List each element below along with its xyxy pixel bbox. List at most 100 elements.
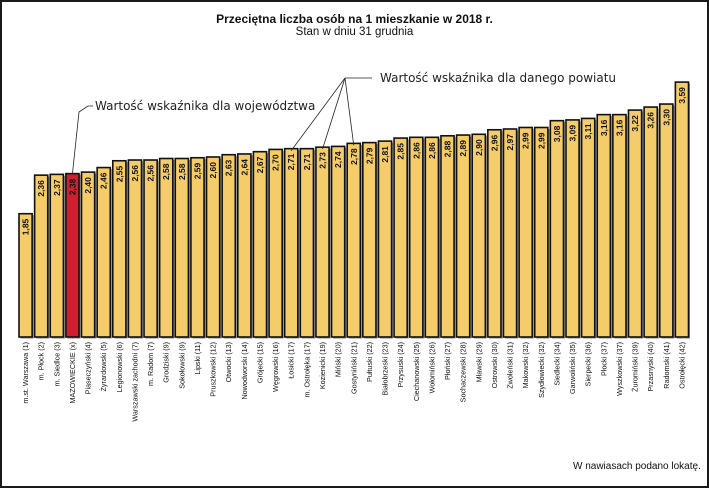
bar (549, 119, 565, 338)
category-label: Płocki (37) (599, 342, 608, 376)
bar-value-label: 2,99 (536, 132, 546, 149)
bar-value-label: 2,89 (458, 140, 468, 157)
bar (658, 103, 674, 338)
category-label: Ostrowski (30) (490, 342, 499, 388)
category-label: Gostyniński (21) (349, 342, 358, 394)
category-label: Makowski (32) (521, 342, 530, 388)
annotation-leader-county (290, 77, 346, 151)
annotation-voivodeship: Wartość wskaźnika dla województwa (95, 99, 315, 113)
category-label: Żuromiński (39) (631, 342, 640, 392)
bar-value-label: 2,90 (474, 139, 484, 156)
bar-value-label: 2,46 (99, 172, 109, 189)
bar-value-label: 3,11 (583, 123, 593, 139)
bar-value-label: 2,86 (411, 142, 421, 159)
bar-value-label: 2,60 (208, 162, 218, 179)
category-label: Sierpecki (36) (584, 342, 593, 386)
bar (580, 117, 596, 338)
bar-value-label: 2,97 (505, 134, 515, 151)
category-label: Lipski (11) (193, 342, 202, 375)
category-label: MAZOWIECKIE (x) (68, 342, 77, 404)
category-label: Wołomiński (26) (427, 342, 436, 393)
bar-value-label: 2,74 (333, 151, 343, 168)
category-label: Radomski (41) (662, 342, 671, 389)
bar (612, 113, 627, 338)
bar-value-label: 2,55 (114, 165, 124, 182)
bar (268, 148, 283, 338)
chart-title: Przeciętna liczba osób na 1 mieszkanie w… (216, 12, 493, 26)
annotation-leader-county (344, 77, 355, 146)
bar-value-label: 2,71 (302, 153, 312, 170)
bar-value-label: 3,16 (599, 119, 609, 136)
bar (440, 135, 455, 338)
bar-value-label: 3,30 (661, 109, 671, 126)
category-label: Szydłowiecki (32) (537, 342, 546, 398)
bar (408, 136, 424, 338)
bar (33, 174, 49, 338)
category-label: Pułtuski (22) (365, 342, 374, 382)
category-label: Miński (20) (334, 342, 343, 377)
bar-value-label: 2,63 (224, 159, 234, 176)
category-label: Garwoliński (35) (568, 342, 577, 394)
category-label: Legionowski (6) (115, 342, 124, 392)
category-label: Przasnyski (40) (646, 342, 655, 392)
bar-value-label: 2,56 (146, 165, 156, 182)
bar-value-label: 2,99 (521, 132, 531, 149)
bar (174, 157, 190, 338)
bar-value-label: 3,16 (614, 119, 624, 136)
bar (315, 146, 330, 338)
bar (487, 128, 502, 338)
bar-value-label: 2,38 (67, 178, 77, 195)
bar (518, 126, 534, 338)
category-label: Kozienicki (19) (318, 342, 327, 389)
bar (111, 159, 127, 338)
bar (643, 106, 659, 338)
bar (236, 153, 252, 338)
bar-value-label: 2,71 (286, 153, 296, 170)
bar (533, 126, 549, 338)
bar (190, 156, 205, 338)
category-label: m. Płock (2) (37, 342, 46, 380)
bar (143, 159, 158, 338)
category-label: Zwoleński (31) (506, 342, 515, 389)
bar (49, 173, 65, 338)
bar-value-label: 2,85 (396, 143, 406, 160)
bar-value-label: 2,64 (239, 159, 249, 176)
annotation-county: Wartość wskaźnika dla danego powiatu (380, 71, 616, 85)
bar (377, 140, 393, 338)
bar (221, 153, 237, 338)
category-label: Żyrardowski (5) (99, 342, 108, 392)
bar-value-label: 3,22 (630, 115, 640, 132)
annotation-leader-voivodeship (72, 105, 93, 174)
bar (471, 133, 487, 338)
bar-value-label: 2,36 (36, 180, 46, 197)
category-label: Wyszkowski (37) (615, 342, 624, 396)
category-label: Otwocki (13) (224, 342, 233, 382)
category-label: Grodziski (9) (162, 342, 171, 383)
category-label: Piaseczyński (4) (84, 342, 93, 394)
annotation-leader-county (322, 77, 346, 150)
bar-value-label: 2,86 (427, 142, 437, 159)
bar (158, 157, 174, 338)
bar-value-label: 3,08 (552, 125, 562, 142)
bar (565, 119, 580, 338)
category-label: m. Radom (7) (146, 342, 155, 386)
category-label: m. Ostrołęka (17) (302, 342, 311, 398)
category-label: Grójecki (15) (255, 342, 264, 383)
bar-value-label: 2,40 (83, 177, 93, 194)
bar-value-label: 2,88 (443, 141, 453, 158)
bar (455, 134, 471, 338)
bar-value-label: 2,96 (489, 134, 499, 151)
category-label: Przysuski (24) (396, 342, 405, 388)
category-label: Siedlecki (34) (552, 342, 561, 386)
bar-value-label: 3,26 (646, 112, 656, 129)
category-label: Ciechanowski (25) (412, 342, 421, 401)
bar (502, 128, 518, 338)
bar (252, 150, 268, 338)
bar (205, 156, 221, 338)
bar (96, 166, 112, 338)
bar (627, 109, 643, 338)
bar-value-label: 2,67 (255, 156, 265, 173)
bar-value-label: 2,58 (177, 163, 187, 180)
bar-value-label: 2,59 (192, 162, 202, 179)
bar-value-label: 2,78 (349, 148, 359, 165)
